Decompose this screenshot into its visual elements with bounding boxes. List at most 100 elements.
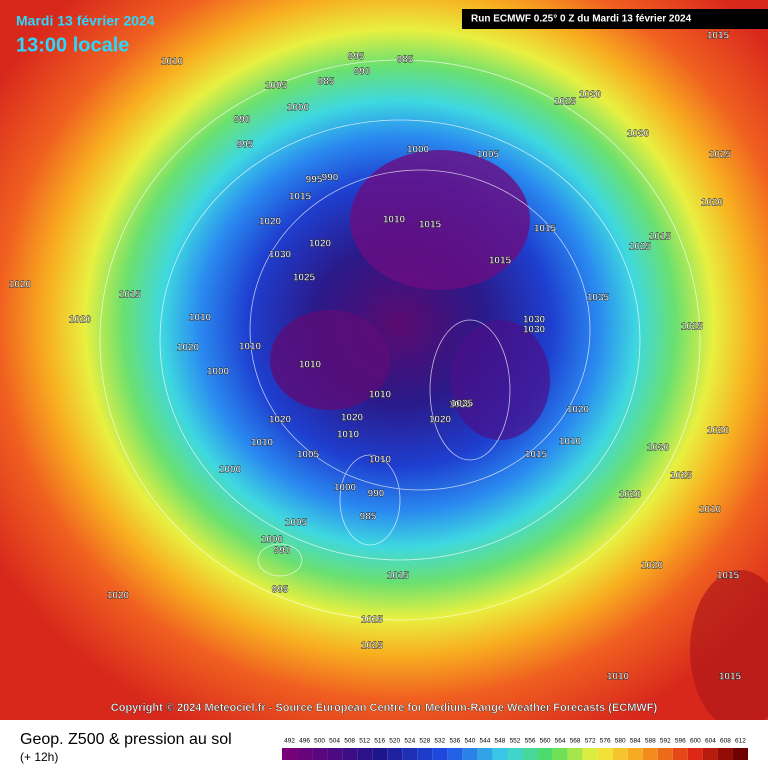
pressure-label: 990	[354, 67, 371, 78]
pressure-label: 1020	[177, 343, 200, 354]
scale-label: 608	[720, 738, 731, 745]
pressure-label: 1010	[559, 437, 582, 448]
footer-title: Geop. Z500 & pression au sol	[20, 731, 232, 748]
color-scale: 492 496 500 504 508 512 516 520 524 528 532 536 540 5…	[282, 738, 748, 760]
pressure-label: 1015	[719, 672, 742, 683]
scale-label: 560	[540, 738, 551, 745]
scale-label: 572	[585, 738, 596, 745]
pressure-label: 1025	[361, 615, 384, 626]
pressure-label: 1015	[289, 192, 312, 203]
pressure-label: 1025	[681, 322, 704, 333]
pressure-label: 1020	[259, 217, 282, 228]
pressure-label: 1030	[269, 250, 292, 261]
scale-swatch	[702, 748, 718, 760]
scale-label: 556	[525, 738, 536, 745]
pressure-label: 995	[272, 585, 289, 596]
low-area	[350, 150, 530, 290]
scale-swatch	[417, 748, 433, 760]
run-banner	[462, 9, 768, 29]
scale-label: 512	[359, 738, 370, 745]
pressure-label: 990	[274, 546, 291, 557]
pressure-label: 1020	[567, 405, 590, 416]
pressure-label: 1025	[629, 242, 652, 253]
scale-label: 580	[615, 738, 626, 745]
low-area	[450, 320, 550, 440]
pressure-label: 1015	[419, 220, 442, 231]
pressure-label: 1020	[269, 415, 292, 426]
scale-swatch	[342, 748, 358, 760]
scale-label: 548	[495, 738, 506, 745]
scale-swatch	[522, 748, 538, 760]
scale-swatch	[642, 748, 658, 760]
scale-swatch	[372, 748, 388, 760]
scale-label: 552	[510, 738, 521, 745]
pressure-label: 1030	[523, 315, 546, 326]
scale-label: 536	[449, 738, 460, 745]
pressure-label: 1015	[525, 450, 548, 461]
pressure-label: 1035	[451, 399, 474, 410]
pressure-label: 1015	[717, 571, 740, 582]
pressure-label: 1015	[649, 232, 672, 243]
scale-label: 596	[675, 738, 686, 745]
scale-swatch	[477, 748, 493, 760]
pressure-label: 1000	[261, 535, 284, 546]
footer-subtitle: (+ 12h)	[20, 750, 58, 764]
scale-label: 520	[389, 738, 400, 745]
scale-label: 564	[555, 738, 566, 745]
pressure-label: 1010	[383, 215, 406, 226]
pressure-label: 1000	[334, 483, 357, 494]
scale-swatch	[402, 748, 418, 760]
scale-label: 496	[299, 738, 310, 745]
scale-label: 568	[570, 738, 581, 745]
pressure-label: 1025	[709, 150, 732, 161]
scale-swatch	[507, 748, 523, 760]
scale-swatch	[552, 748, 568, 760]
pressure-label: 1000	[207, 367, 230, 378]
scale-swatch	[432, 748, 448, 760]
low-area	[270, 310, 390, 410]
scale-label: 592	[660, 738, 671, 745]
pressure-label: 1010	[369, 455, 392, 466]
scale-swatch	[357, 748, 373, 760]
scale-swatch	[537, 748, 553, 760]
scale-label: 544	[480, 738, 491, 745]
scale-swatch	[297, 748, 313, 760]
scale-label: 600	[690, 738, 701, 745]
pressure-label: 995	[348, 52, 365, 63]
scale-swatch	[672, 748, 688, 760]
pressure-label: 1000	[407, 145, 430, 156]
pressure-label: 1015	[534, 224, 557, 235]
pressure-label: 990	[322, 173, 339, 184]
scale-label: 492	[284, 738, 295, 745]
pressure-label: 1010	[299, 360, 322, 371]
run-info: Run ECMWF 0.25° 0 Z du Mardi 13 février …	[471, 14, 692, 25]
pressure-label: 1010	[337, 430, 360, 441]
scale-label: 584	[630, 738, 641, 745]
scale-swatch	[717, 748, 733, 760]
scale-label: 516	[374, 738, 385, 745]
scale-label: 504	[329, 738, 340, 745]
pressure-label: 985	[397, 55, 414, 66]
pressure-label: 1020	[341, 413, 364, 424]
pressure-label: 1020	[309, 239, 332, 250]
pressure-label: 1020	[701, 198, 724, 209]
scale-swatch	[387, 748, 403, 760]
warm-area	[690, 570, 768, 730]
pressure-label: 1010	[251, 438, 274, 449]
pressure-label: 1020	[707, 426, 730, 437]
scale-label: 612	[735, 738, 746, 745]
scale-swatch	[312, 748, 328, 760]
pressure-label: 1020	[9, 280, 32, 291]
scale-swatch	[732, 748, 748, 760]
pressure-label: 1010	[161, 57, 184, 68]
pressure-label: 1030	[647, 443, 670, 454]
pressure-labels: 1010 995985990985100510009909951030102510…	[9, 30, 742, 683]
scale-label: 540	[464, 738, 475, 745]
pressure-label: 1015	[489, 256, 512, 267]
pressure-label: 995	[306, 175, 323, 186]
pressure-label: 1010	[699, 505, 722, 516]
pressure-label: 1010	[607, 672, 630, 683]
pressure-label: 985	[318, 77, 335, 88]
pressure-label: 1005	[297, 450, 320, 461]
scale-label: 532	[434, 738, 445, 745]
